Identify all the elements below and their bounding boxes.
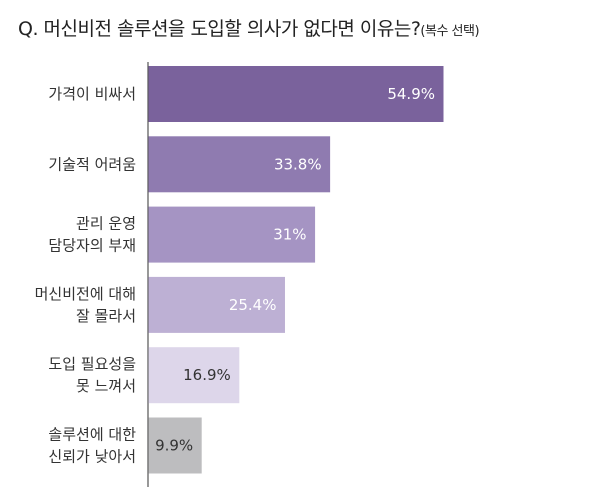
category-label: 담당자의 부재 bbox=[48, 237, 136, 255]
bar bbox=[148, 417, 202, 474]
title-text: Q. 머신비전 솔루션을 도입할 의사가 없다면 이유는? bbox=[18, 18, 421, 40]
category-label: 기술적 어려움 bbox=[48, 155, 136, 173]
data-label: 54.9% bbox=[387, 85, 435, 103]
bar bbox=[148, 66, 444, 122]
bar bbox=[148, 347, 240, 404]
category-label: 관리 운영 bbox=[76, 215, 136, 233]
bar bbox=[148, 276, 285, 333]
data-label: 31% bbox=[273, 226, 306, 244]
category-label: 잘 몰라서 bbox=[76, 307, 136, 325]
category-label: 신뢰가 낮아서 bbox=[48, 448, 136, 466]
category-label: 도입 필요성을 bbox=[48, 355, 136, 373]
category-label: 머신비전에 대해 bbox=[35, 285, 136, 303]
chart-title: Q. 머신비전 솔루션을 도입할 의사가 없다면 이유는?(복수 선택) bbox=[18, 14, 480, 41]
category-label: 솔루션에 대한 bbox=[48, 426, 136, 444]
category-label: 가격이 비싸서 bbox=[48, 85, 136, 103]
bar bbox=[148, 136, 331, 193]
subtitle-text: (복수 선택) bbox=[420, 24, 480, 39]
data-label: 16.9% bbox=[183, 366, 231, 384]
data-label: 33.8% bbox=[274, 155, 322, 173]
category-label: 못 느껴서 bbox=[76, 377, 136, 395]
data-label: 25.4% bbox=[229, 296, 277, 314]
bar bbox=[148, 206, 316, 263]
data-label: 9.9% bbox=[155, 437, 193, 455]
